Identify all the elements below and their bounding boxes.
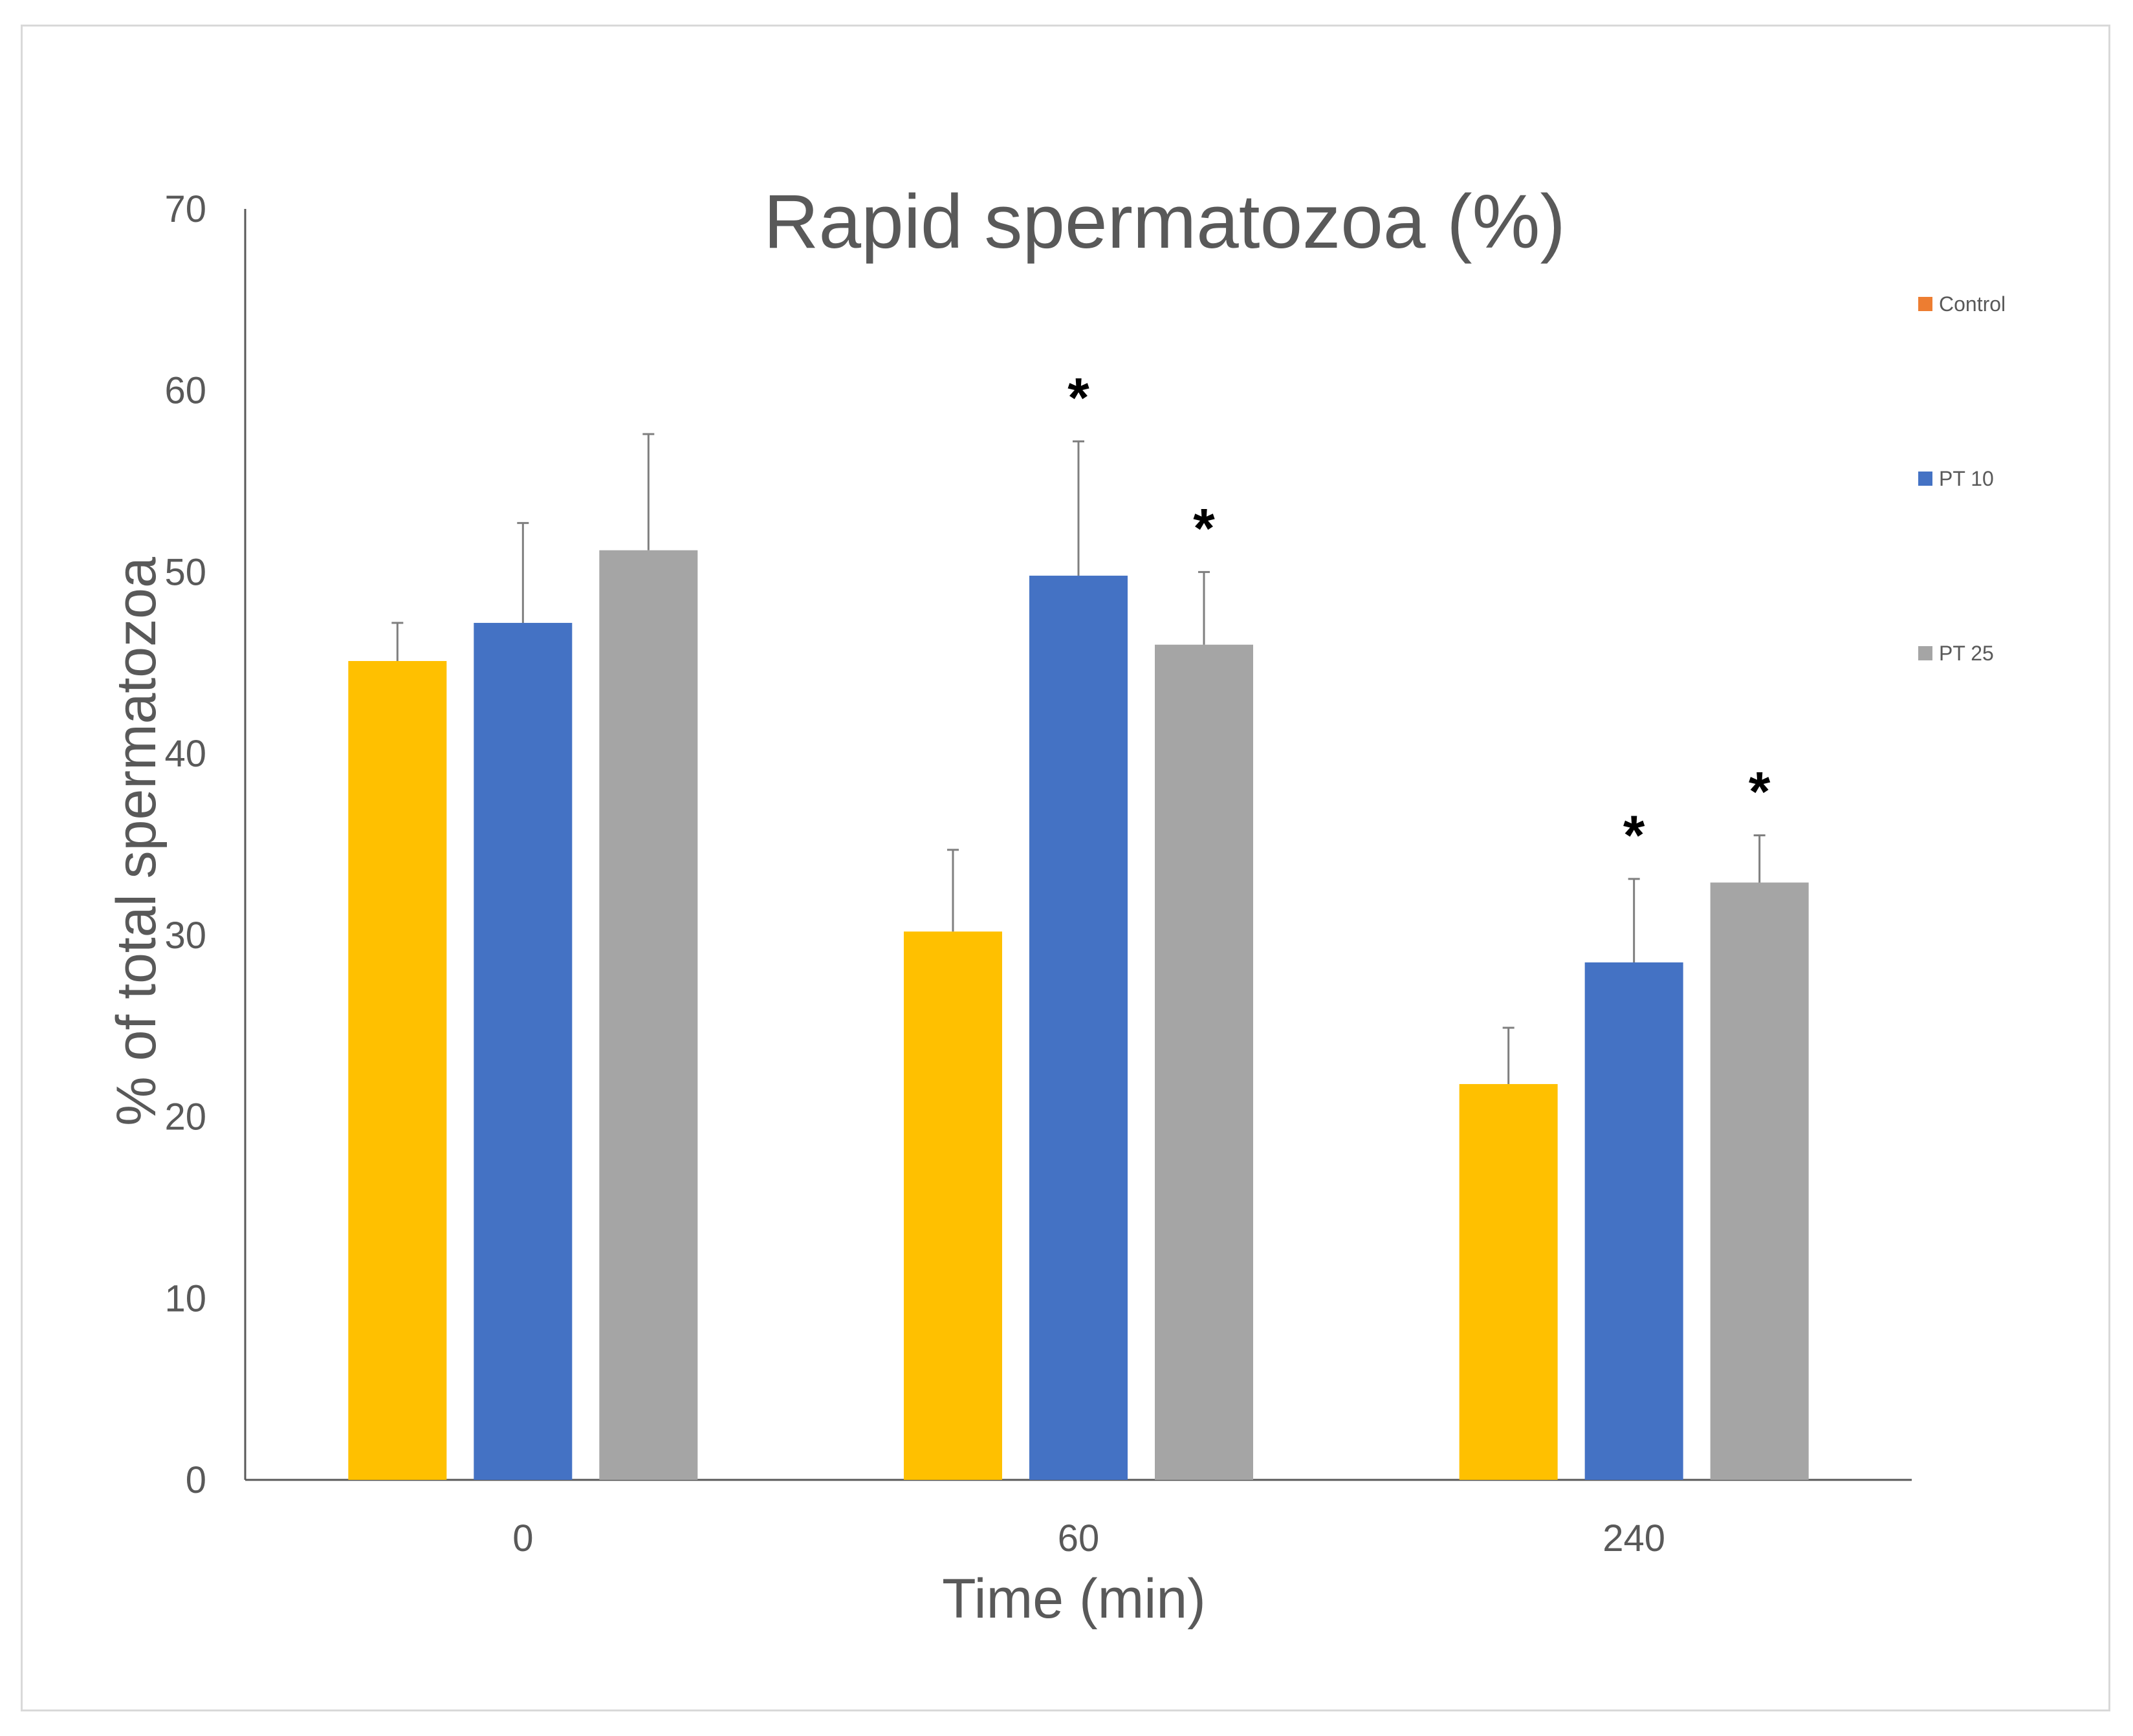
bar xyxy=(1155,644,1253,1480)
bar xyxy=(599,550,698,1480)
legend-label: PT 25 xyxy=(1939,642,1994,665)
plot-area: 0 10 20 30 40 50 60 70 0 * * 60 * * 240 Control PT 10 PT … xyxy=(164,188,2006,1559)
bar xyxy=(904,931,1002,1480)
bar xyxy=(1459,1084,1558,1480)
y-tick-label: 30 xyxy=(164,915,206,957)
legend-label: PT 10 xyxy=(1939,467,1994,490)
y-tick-label: 70 xyxy=(164,188,206,230)
bar-chart: Rapid spermatozoa (%) Time (min) % of to… xyxy=(105,179,2006,1630)
y-tick-label: 10 xyxy=(164,1277,206,1319)
x-axis-label: Time (min) xyxy=(942,1568,1206,1630)
bar xyxy=(1029,576,1128,1480)
y-tick-label: 60 xyxy=(164,370,206,412)
legend-swatch xyxy=(1918,472,1932,486)
bar xyxy=(474,623,573,1480)
legend-swatch xyxy=(1918,297,1932,311)
y-tick-label: 0 xyxy=(186,1459,206,1501)
y-tick-label: 20 xyxy=(164,1096,206,1138)
chart-frame: Rapid spermatozoa (%) Time (min) % of to… xyxy=(21,25,2110,1711)
significance-marker: * xyxy=(1749,761,1771,823)
bar xyxy=(1584,962,1683,1480)
chart-title: Rapid spermatozoa (%) xyxy=(763,179,1566,265)
x-tick-label: 240 xyxy=(1602,1517,1665,1559)
legend-swatch xyxy=(1918,646,1932,660)
y-tick-label: 40 xyxy=(164,733,206,775)
x-tick-label: 0 xyxy=(512,1517,533,1559)
bar xyxy=(1710,882,1809,1480)
y-tick-label: 50 xyxy=(164,551,206,593)
significance-marker: * xyxy=(1067,367,1089,429)
legend-label: Control xyxy=(1939,292,2006,316)
x-tick-label: 60 xyxy=(1058,1517,1100,1559)
bar xyxy=(348,660,447,1481)
significance-marker: * xyxy=(1193,497,1215,559)
significance-marker: * xyxy=(1623,805,1645,867)
y-axis-label: % of total spermatozoa xyxy=(105,557,168,1126)
